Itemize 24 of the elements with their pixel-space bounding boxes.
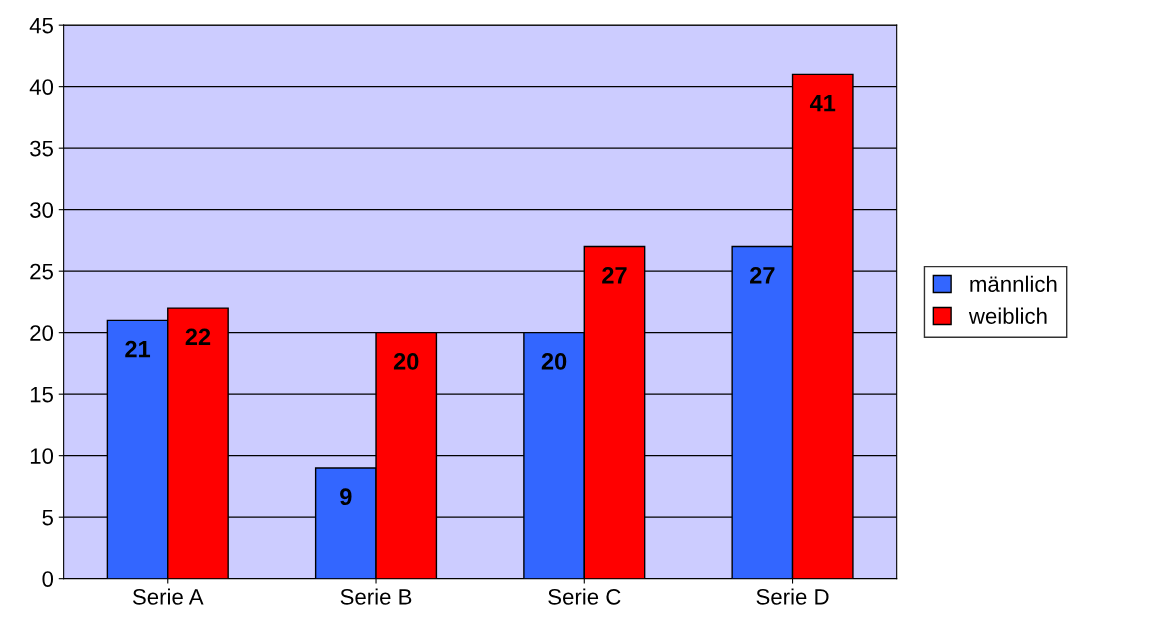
y-tick-label: 30 [30,202,54,218]
data-label: 20 [393,353,419,370]
y-tick-label: 10 [30,448,54,464]
data-label: 20 [541,353,567,370]
y-tick-label: 25 [30,263,53,280]
data-label: 27 [750,266,775,284]
data-label: 21 [125,340,151,358]
x-tick-label: Serie B [340,588,412,605]
legend-label: männlich [970,275,1057,292]
data-label: 41 [809,94,836,112]
y-tick-label: 35 [30,140,53,157]
y-tick-label: 5 [42,509,53,526]
data-label: 9 [340,488,352,506]
x-tick-label: Serie A [132,588,204,605]
x-tick-label: Serie C [548,588,621,605]
legend-label: weiblich [968,307,1047,324]
y-tick-label: 0 [42,571,54,587]
data-label: 22 [185,328,211,345]
y-tick-label: 40 [29,79,54,95]
y-tick-label: 45 [29,17,53,34]
x-tick-label: Serie D [756,588,829,605]
y-tick-label: 20 [30,325,54,341]
y-tick-label: 15 [30,386,53,403]
data-label: 27 [602,266,627,284]
